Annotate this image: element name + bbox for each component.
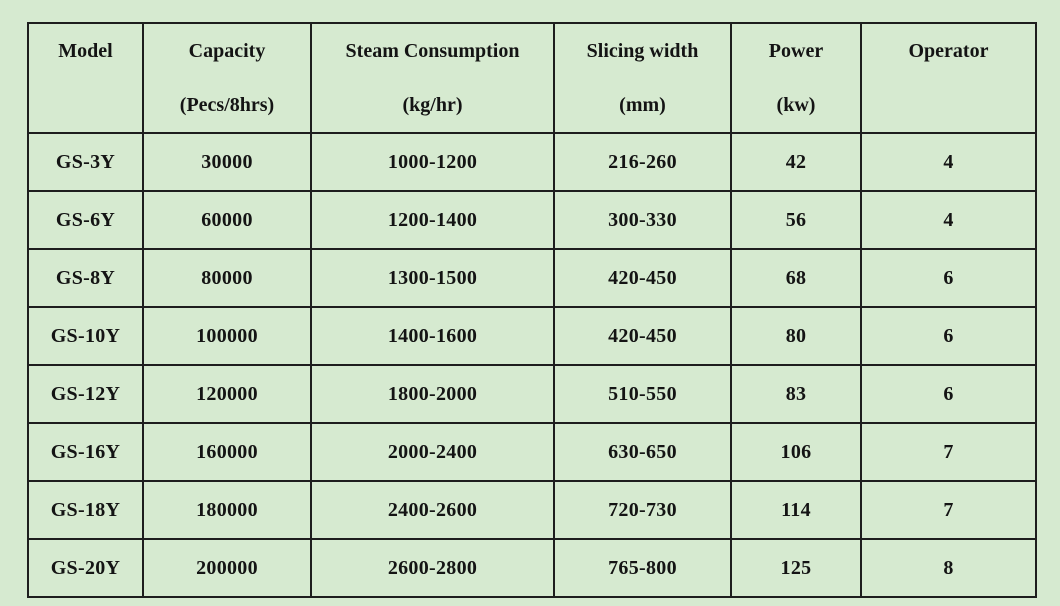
table-cell-capacity: 80000 — [142, 248, 312, 308]
table-cell-model: GS-8Y — [27, 248, 144, 308]
table-cell-operator: 6 — [860, 248, 1037, 308]
table-cell-steam: 1400-1600 — [310, 306, 555, 366]
column-header-slicing-width: Slicing width (mm) — [553, 22, 732, 134]
table-row: GS-6Y 60000 1200-1400 300-330 56 4 — [27, 190, 1037, 250]
column-header-capacity: Capacity (Pecs/8hrs) — [142, 22, 312, 134]
table-cell-capacity: 180000 — [142, 480, 312, 540]
spec-table-body: GS-3Y 30000 1000-1200 216-260 42 4 GS-6Y 60000 1… — [27, 132, 1037, 598]
column-label: Operator — [908, 39, 989, 62]
table-cell-capacity: 160000 — [142, 422, 312, 482]
table-cell-model: GS-6Y — [27, 190, 144, 250]
column-unit — [863, 78, 1034, 131]
column-unit — [30, 78, 141, 131]
table-cell-capacity: 30000 — [142, 132, 312, 192]
table-cell-operator: 7 — [860, 480, 1037, 540]
table-cell-slicing: 720-730 — [553, 480, 732, 540]
header-row: Model Capacity (Pecs/8hrs) Steam Consump… — [27, 22, 1037, 134]
table-cell-capacity: 120000 — [142, 364, 312, 424]
table-cell-capacity: 200000 — [142, 538, 312, 598]
table-cell-model: GS-16Y — [27, 422, 144, 482]
table-cell-slicing: 510-550 — [553, 364, 732, 424]
table-cell-operator: 6 — [860, 364, 1037, 424]
table-cell-operator: 4 — [860, 132, 1037, 192]
column-header-steam-consumption: Steam Consumption (kg/hr) — [310, 22, 555, 134]
column-label: Power — [768, 39, 824, 62]
table-cell-steam: 2000-2400 — [310, 422, 555, 482]
table-cell-steam: 1200-1400 — [310, 190, 555, 250]
table-cell-steam: 1300-1500 — [310, 248, 555, 308]
table-cell-slicing: 765-800 — [553, 538, 732, 598]
table-cell-slicing: 420-450 — [553, 306, 732, 366]
table-cell-power: 68 — [730, 248, 862, 308]
column-label: Capacity — [188, 39, 266, 62]
table-cell-model: GS-12Y — [27, 364, 144, 424]
table-cell-steam: 1000-1200 — [310, 132, 555, 192]
table-cell-steam: 1800-2000 — [310, 364, 555, 424]
table-cell-capacity: 100000 — [142, 306, 312, 366]
column-header-model: Model — [27, 22, 144, 134]
table-cell-slicing: 420-450 — [553, 248, 732, 308]
table-cell-model: GS-18Y — [27, 480, 144, 540]
column-label: Steam Consumption — [345, 39, 520, 62]
table-row: GS-8Y 80000 1300-1500 420-450 68 6 — [27, 248, 1037, 308]
spec-table-header: Model Capacity (Pecs/8hrs) Steam Consump… — [27, 22, 1037, 134]
table-cell-power: 83 — [730, 364, 862, 424]
table-row: GS-12Y 120000 1800-2000 510-550 83 6 — [27, 364, 1037, 424]
table-row: GS-10Y 100000 1400-1600 420-450 80 6 — [27, 306, 1037, 366]
column-header-operator: Operator — [860, 22, 1037, 134]
table-cell-model: GS-10Y — [27, 306, 144, 366]
table-row: GS-18Y 180000 2400-2600 720-730 114 7 — [27, 480, 1037, 540]
table-cell-power: 125 — [730, 538, 862, 598]
column-unit: (kw) — [776, 93, 816, 116]
column-unit: (mm) — [619, 93, 666, 116]
table-cell-operator: 8 — [860, 538, 1037, 598]
table-cell-steam: 2400-2600 — [310, 480, 555, 540]
table-row: GS-3Y 30000 1000-1200 216-260 42 4 — [27, 132, 1037, 192]
spec-table: Model Capacity (Pecs/8hrs) Steam Consump… — [27, 22, 1037, 598]
table-cell-slicing: 300-330 — [553, 190, 732, 250]
table-cell-power: 56 — [730, 190, 862, 250]
table-cell-operator: 7 — [860, 422, 1037, 482]
table-cell-steam: 2600-2800 — [310, 538, 555, 598]
column-label: Model — [58, 39, 113, 62]
table-cell-model: GS-3Y — [27, 132, 144, 192]
table-cell-capacity: 60000 — [142, 190, 312, 250]
table-cell-slicing: 216-260 — [553, 132, 732, 192]
column-unit: (kg/hr) — [402, 93, 463, 116]
table-cell-slicing: 630-650 — [553, 422, 732, 482]
column-header-power: Power (kw) — [730, 22, 862, 134]
table-cell-power: 106 — [730, 422, 862, 482]
table-row: GS-20Y 200000 2600-2800 765-800 125 8 — [27, 538, 1037, 598]
table-row: GS-16Y 160000 2000-2400 630-650 106 7 — [27, 422, 1037, 482]
column-unit: (Pecs/8hrs) — [179, 93, 275, 116]
table-cell-model: GS-20Y — [27, 538, 144, 598]
table-cell-power: 80 — [730, 306, 862, 366]
table-cell-power: 42 — [730, 132, 862, 192]
column-label: Slicing width — [586, 39, 699, 62]
table-cell-operator: 6 — [860, 306, 1037, 366]
table-cell-operator: 4 — [860, 190, 1037, 250]
table-cell-power: 114 — [730, 480, 862, 540]
